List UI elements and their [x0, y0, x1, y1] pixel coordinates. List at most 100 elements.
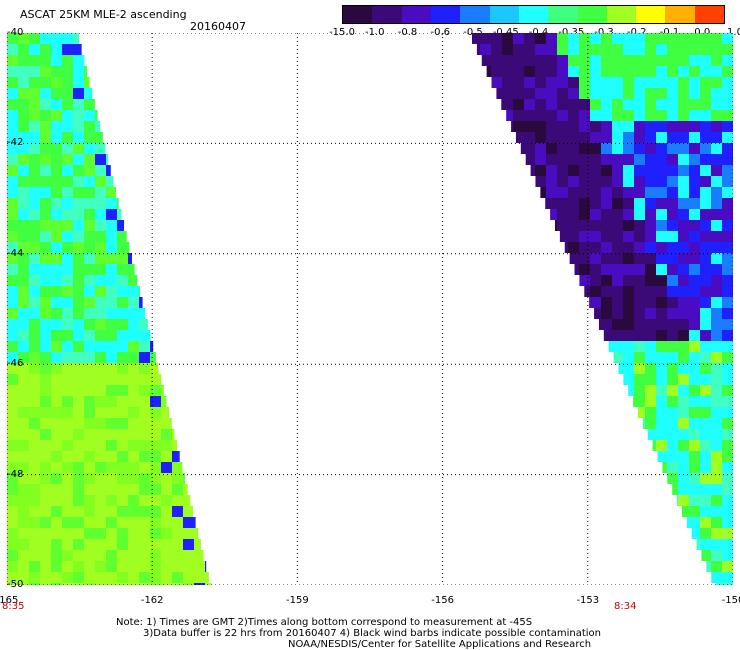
swath-cell — [29, 110, 40, 121]
swath-cell — [634, 286, 645, 297]
swath-cell — [623, 165, 634, 176]
swath-cell — [672, 484, 678, 495]
swath-cell — [689, 88, 700, 99]
swath-cell — [161, 539, 172, 550]
swath-cell — [183, 495, 191, 506]
swath-cell — [667, 473, 678, 484]
swath-cell — [678, 484, 689, 495]
swath-cell — [139, 528, 150, 539]
swath-cell — [689, 319, 700, 330]
swath-cell — [7, 209, 18, 220]
swath-cell — [106, 528, 117, 539]
swath-cell — [73, 132, 84, 143]
swath-cell — [623, 110, 634, 121]
swath-cell — [700, 528, 711, 539]
swath-cell — [700, 495, 711, 506]
swath-cell — [612, 308, 623, 319]
swath-cell — [612, 341, 623, 352]
swath-cell — [557, 55, 568, 66]
swath-cell — [73, 66, 84, 77]
wind-swath-map — [7, 33, 733, 585]
swath-cell — [711, 528, 722, 539]
swath-cell — [128, 473, 139, 484]
swath-cell — [51, 462, 62, 473]
swath-cell — [667, 231, 678, 242]
swath-cell — [194, 550, 204, 561]
swath-cell — [106, 352, 117, 363]
swath-cell — [18, 286, 29, 297]
swath-cell — [711, 572, 722, 583]
swath-cell — [106, 396, 117, 407]
swath-cell — [51, 275, 62, 286]
swath-cell — [95, 253, 106, 264]
swath-cell — [29, 308, 40, 319]
swath-cell — [535, 44, 546, 55]
swath-cell — [95, 495, 106, 506]
swath-cell — [7, 231, 18, 242]
swath-cell — [117, 440, 128, 451]
swath-cell — [150, 561, 161, 572]
swath-cell — [711, 176, 722, 187]
swath-cell — [62, 165, 73, 176]
swath-cell — [40, 352, 51, 363]
swath-cell — [40, 539, 51, 550]
swath-cell — [40, 165, 51, 176]
swath-cell — [623, 66, 634, 77]
swath-cell — [634, 341, 645, 352]
swath-cell — [689, 121, 700, 132]
swath-cell — [634, 110, 645, 121]
swath-cell — [73, 308, 84, 319]
swath-cell — [634, 143, 645, 154]
swath-cell — [117, 374, 128, 385]
swath-cell — [106, 341, 117, 352]
swath-cell — [73, 99, 84, 110]
swath-cell — [29, 209, 40, 220]
swath-cell — [51, 88, 62, 99]
swath-cell — [51, 495, 62, 506]
swath-cell — [62, 121, 73, 132]
swath-cell — [150, 396, 161, 407]
swath-cell — [62, 66, 73, 77]
swath-cell — [51, 33, 62, 44]
swath-cell — [656, 198, 667, 209]
swath-cell — [513, 66, 524, 77]
swath-cell — [18, 220, 29, 231]
swath-cell — [62, 286, 73, 297]
swath-cell — [117, 550, 128, 561]
swath-cell — [601, 110, 612, 121]
swath-cell — [139, 407, 150, 418]
swath-cell — [590, 55, 601, 66]
swath-cell — [128, 495, 139, 506]
swath-cell — [62, 99, 73, 110]
swath-cell — [73, 275, 84, 286]
swath-cell — [634, 121, 645, 132]
swath-cell — [29, 165, 40, 176]
swath-cell — [667, 143, 678, 154]
swath-cell — [722, 330, 733, 341]
swath-cell — [645, 110, 656, 121]
swath-cell — [502, 55, 513, 66]
swath-cell — [7, 77, 18, 88]
swath-cell — [689, 374, 700, 385]
swath-cell — [29, 451, 40, 462]
swath-cell — [642, 418, 645, 429]
swath-cell — [579, 143, 590, 154]
swath-cell — [722, 154, 733, 165]
swath-cell — [535, 176, 546, 187]
swath-cell — [128, 539, 139, 550]
swath-cell — [634, 44, 645, 55]
swath-cell — [711, 539, 722, 550]
swath-cell — [73, 539, 84, 550]
swath-cell — [656, 374, 667, 385]
swath-cell — [645, 308, 656, 319]
swath-cell — [29, 286, 40, 297]
swath-cell — [700, 231, 711, 242]
swath-cell — [62, 220, 73, 231]
swath-cell — [491, 77, 502, 88]
swath-cell — [62, 154, 73, 165]
swath-cell — [51, 539, 62, 550]
swath-cell — [18, 374, 29, 385]
swath-cell — [645, 165, 656, 176]
swath-cell — [117, 275, 128, 286]
swath-cell — [51, 242, 62, 253]
